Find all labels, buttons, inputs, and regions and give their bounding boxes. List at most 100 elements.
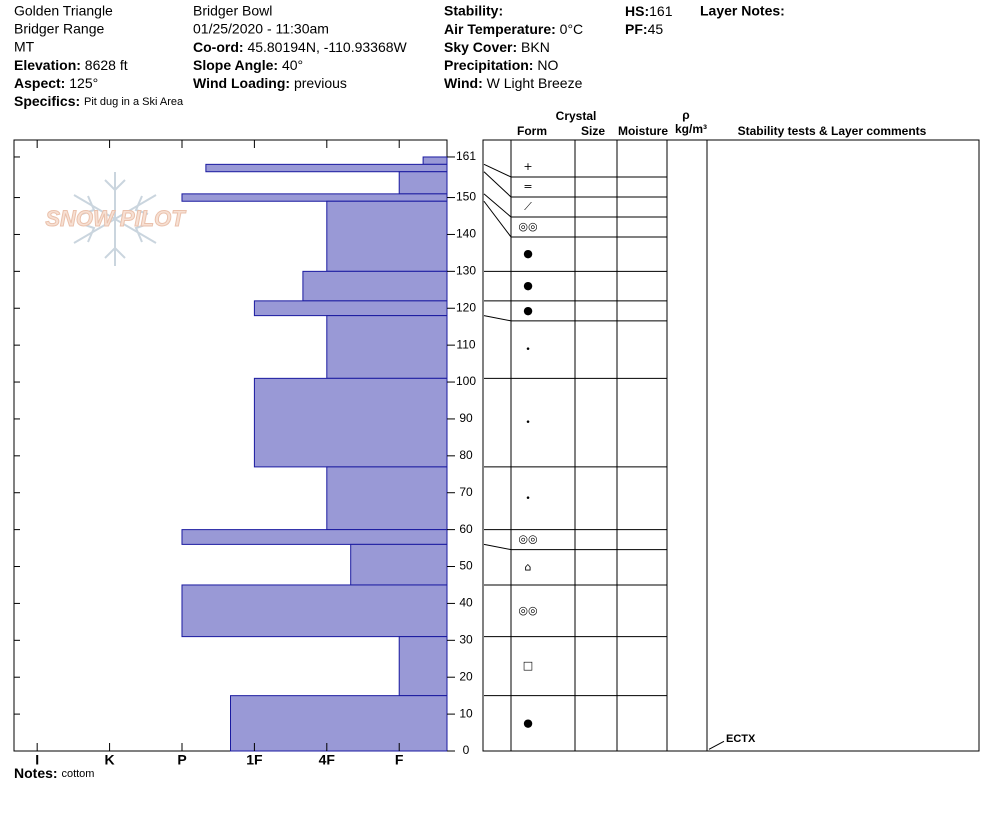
- grain-form: =: [523, 180, 532, 193]
- field-label: Wind:: [444, 75, 483, 91]
- notes-label: Notes:: [14, 765, 58, 781]
- field-label: PF:: [625, 21, 648, 37]
- site: Bridger Bowl: [193, 3, 272, 19]
- x-tick-label: 1F: [246, 752, 263, 768]
- y-tick-label: 90: [459, 411, 473, 425]
- field: Wind Loading: previous: [193, 75, 347, 91]
- notes-value: cottom: [61, 768, 94, 780]
- field-label: Elevation:: [14, 57, 81, 73]
- y-tick-label: 70: [459, 485, 473, 499]
- field-label: Wind Loading:: [193, 75, 290, 91]
- field-label: Sky Cover:: [444, 39, 517, 55]
- grain-form: ●: [523, 247, 533, 260]
- grain-form: +: [523, 160, 532, 173]
- field-label: Stability:: [444, 3, 503, 19]
- grain-form: •: [525, 418, 530, 428]
- field-label: Air Temperature:: [444, 21, 556, 37]
- hardness-bar: [253, 377, 448, 468]
- y-tick-label: 110: [456, 337, 475, 351]
- bars: [181, 156, 448, 752]
- x-tick-label: K: [105, 752, 115, 768]
- field-value: 125°: [69, 75, 98, 91]
- hardness-bar: [181, 584, 448, 638]
- hardness-bar: [326, 315, 448, 379]
- column-headers: Crystal Form Size Moisture ρ kg/m³ Stabi…: [517, 108, 927, 138]
- x-tick-label: P: [177, 752, 186, 768]
- logo-text: SNOW PILOT: [45, 206, 186, 231]
- test-label: ECTX: [726, 733, 756, 745]
- hardness-bar: [253, 300, 448, 317]
- grain-form: ◎◎: [518, 220, 537, 233]
- field: Co-ord: 45.80194N, -110.93368W: [193, 39, 408, 55]
- field-value: 0°C: [560, 21, 584, 37]
- snowflake: [73, 172, 157, 266]
- datetime: 01/25/2020 - 11:30am: [193, 21, 329, 37]
- grain-form: •: [525, 345, 530, 355]
- field-value: BKN: [521, 39, 550, 55]
- grain-form: ⌂: [525, 560, 532, 573]
- x-tick-label: F: [395, 752, 404, 768]
- y-tick-label: 80: [459, 448, 473, 462]
- field-value: Pit dug in a Ski Area: [84, 96, 184, 108]
- grain-form: ●: [523, 304, 533, 317]
- field-label: Specifics:: [14, 93, 80, 109]
- y-tick-label: 60: [459, 522, 473, 536]
- grain-form: •: [525, 494, 530, 504]
- field-value: 40°: [282, 57, 303, 73]
- hardness-bar: [422, 156, 448, 165]
- table-columns: [510, 140, 708, 751]
- y-tick-label: 30: [459, 632, 473, 646]
- layer-connector: [483, 543, 512, 551]
- field-value: 161: [649, 3, 673, 19]
- field-value: W Light Breeze: [487, 75, 583, 91]
- field-label: Precipitation:: [444, 57, 533, 73]
- field: PF:45: [625, 21, 663, 37]
- hardness-bar: [350, 543, 448, 586]
- field-label: Slope Angle:: [193, 57, 278, 73]
- field: Specifics: Pit dug in a Ski Area: [14, 93, 184, 109]
- hardness-bar: [181, 529, 448, 545]
- notes: Notes: cottom: [14, 765, 94, 781]
- layer-connector: [483, 171, 512, 198]
- y-tick-label: 20: [459, 669, 473, 683]
- location-line: MT: [14, 39, 35, 55]
- grain-form: □: [523, 659, 533, 672]
- field: Precipitation: NO: [444, 57, 558, 73]
- location-line: Golden Triangle: [14, 3, 113, 19]
- column-header: Form: [517, 124, 547, 138]
- field-label: Aspect:: [14, 75, 65, 91]
- column-header: Moisture: [618, 124, 668, 138]
- column-header: Crystal: [556, 109, 597, 123]
- hardness-bar: [398, 171, 448, 195]
- field: Wind: W Light Breeze: [444, 75, 583, 91]
- header: Golden Triangle Bridger Range MT Elevati…: [14, 3, 785, 109]
- y-tick-label: 100: [456, 374, 476, 388]
- layer-connector: [483, 163, 512, 178]
- grain-form: ◎◎: [518, 604, 537, 617]
- hardness-bar: [205, 163, 448, 173]
- layer-connector: [483, 193, 512, 218]
- y-tick-label: 130: [456, 264, 476, 278]
- field-label: HS:: [625, 3, 649, 19]
- y-tick-label: 140: [456, 227, 476, 241]
- grain-form: ●: [523, 716, 533, 729]
- field-value: 8628 ft: [85, 57, 128, 73]
- y-tick-label: 40: [459, 596, 473, 610]
- field: Elevation: 8628 ft: [14, 57, 128, 73]
- field: Sky Cover: BKN: [444, 39, 550, 55]
- field-label: Layer Notes:: [700, 3, 785, 19]
- field-value: previous: [294, 75, 347, 91]
- test-arrow: [708, 740, 725, 750]
- x-tick-label: 4F: [319, 752, 336, 768]
- hardness-bar: [302, 270, 448, 302]
- logo: SNOW PILOT: [45, 172, 187, 266]
- y-tick-label: 10: [459, 706, 473, 720]
- field-value: NO: [537, 57, 558, 73]
- column-header: ρ: [682, 108, 689, 122]
- hardness-bar: [230, 695, 448, 752]
- y-tick-label: 0: [463, 743, 470, 757]
- y-tick-label: 120: [456, 300, 476, 314]
- grain-form: ⟋: [524, 200, 532, 213]
- column-header: Stability tests & Layer comments: [738, 124, 927, 138]
